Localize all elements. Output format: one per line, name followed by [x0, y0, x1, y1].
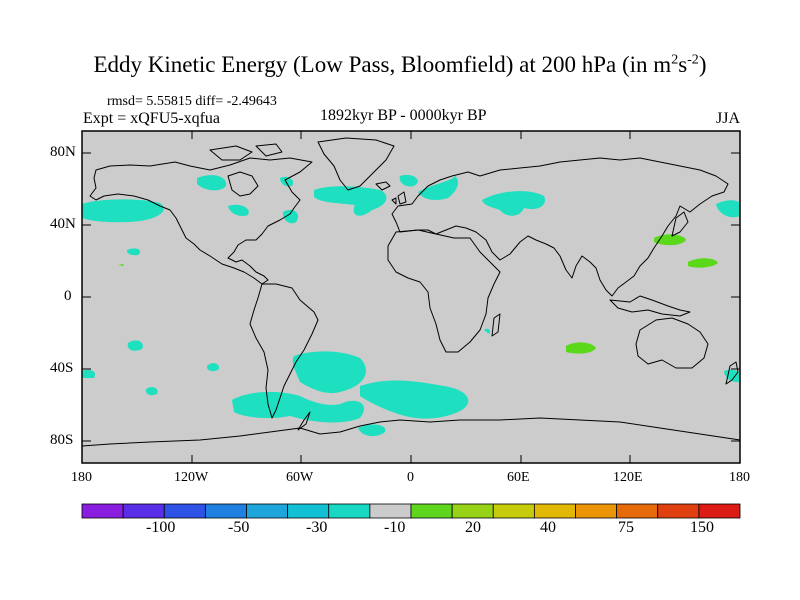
y-label-40s: 40S — [50, 360, 74, 376]
coastline-iceland — [375, 181, 391, 191]
colorbar-swatch — [698, 503, 741, 519]
colorbar — [81, 503, 741, 519]
anomaly-region — [654, 234, 686, 246]
anomaly-region — [358, 424, 386, 437]
coastline-arctic-islands — [209, 143, 283, 161]
coastline-hudson-bay — [227, 171, 259, 197]
anomaly-region — [145, 387, 158, 396]
colorbar-swatch — [451, 503, 494, 519]
colorbar-swatch — [328, 503, 371, 519]
colorbar-label: -10 — [384, 519, 406, 536]
anomaly-region — [127, 340, 143, 351]
period-label: 1892kyr BP - 0000kyr BP — [320, 107, 487, 124]
negative-anomaly-regions — [82, 174, 740, 437]
coastline-antarctica — [81, 417, 741, 447]
coastline-africa — [387, 229, 501, 353]
x-label-60w: 60W — [286, 470, 314, 485]
anomaly-region — [197, 175, 227, 191]
coastline-south-america — [249, 283, 319, 419]
colorbar-label: 40 — [540, 519, 556, 536]
x-label-180e: 180 — [729, 470, 750, 485]
anomaly-region — [82, 369, 96, 378]
coastline-eurasia — [391, 157, 729, 297]
anomaly-region — [206, 363, 220, 372]
coastline-antarctic-peninsula — [297, 411, 311, 431]
anomaly-region — [282, 209, 299, 224]
anomaly-region — [118, 264, 124, 266]
plot-title: Eddy Kinetic Energy (Low Pass, Bloomfiel… — [93, 52, 707, 77]
x-label-120e: 120E — [613, 470, 643, 485]
coastline-british-isles — [391, 191, 407, 205]
coastline-madagascar — [491, 313, 501, 337]
colorbar-swatch — [287, 503, 330, 519]
colorbar-swatch — [410, 503, 453, 519]
colorbar-swatch — [575, 503, 618, 519]
anomaly-region — [280, 176, 294, 187]
y-axis-ticks — [82, 152, 740, 442]
colorbar-swatch — [122, 503, 165, 519]
colorbar-swatch — [369, 503, 412, 519]
x-label-120w: 120W — [174, 470, 209, 485]
x-label-60e: 60E — [507, 470, 530, 485]
anomaly-region — [566, 342, 596, 354]
positive-anomaly-regions — [118, 234, 718, 354]
anomaly-region — [314, 186, 387, 216]
rmsd-diff-stats: rmsd= 5.55815 diff= -2.49643 — [107, 94, 277, 109]
y-label-80n: 80N — [50, 144, 76, 160]
season-label: JJA — [716, 110, 741, 127]
coastline-new-zealand — [725, 361, 739, 385]
colorbar-swatch — [492, 503, 535, 519]
colorbar-swatch — [81, 503, 124, 519]
coastline-greenland — [317, 137, 395, 191]
anomaly-region — [418, 176, 459, 200]
colorbar-swatch — [533, 503, 576, 519]
anomaly-region — [688, 258, 718, 268]
colorbar-swatch — [246, 503, 289, 519]
experiment-label: Expt = xQFU5-xqfua — [83, 110, 221, 127]
y-label-40n: 40N — [50, 216, 76, 232]
colorbar-swatch — [616, 503, 659, 519]
x-label-180w: 180 — [71, 470, 92, 485]
coastline-australia — [635, 317, 709, 369]
colorbar-swatch — [204, 503, 247, 519]
y-label-0: 0 — [64, 288, 72, 304]
colorbar-label: 20 — [465, 519, 481, 536]
anomaly-region — [232, 391, 365, 423]
anomaly-region — [126, 248, 141, 256]
colorbar-swatch — [163, 503, 206, 519]
coastline-north-america — [89, 157, 313, 285]
colorbar-label: -50 — [228, 519, 250, 536]
anomaly-region — [228, 204, 249, 216]
colorbar-label: -100 — [146, 519, 176, 536]
y-label-80s: 80S — [50, 432, 74, 448]
coastline-maritime-asia — [609, 295, 691, 317]
anomaly-region — [360, 380, 469, 419]
anomaly-region — [482, 191, 546, 216]
colorbar-swatch — [657, 503, 700, 519]
x-axis-ticks — [191, 131, 631, 463]
anomaly-region — [716, 200, 740, 218]
colorbar-label: 75 — [618, 519, 634, 536]
coastline-japan — [671, 211, 689, 237]
anomaly-region — [292, 351, 366, 394]
anomaly-region — [399, 174, 418, 187]
x-label-0: 0 — [407, 470, 414, 485]
colorbar-label: -30 — [306, 519, 328, 536]
coastlines — [81, 137, 741, 447]
anomaly-region — [82, 199, 164, 223]
anomaly-region — [484, 328, 491, 334]
colorbar-label: 150 — [690, 519, 714, 536]
